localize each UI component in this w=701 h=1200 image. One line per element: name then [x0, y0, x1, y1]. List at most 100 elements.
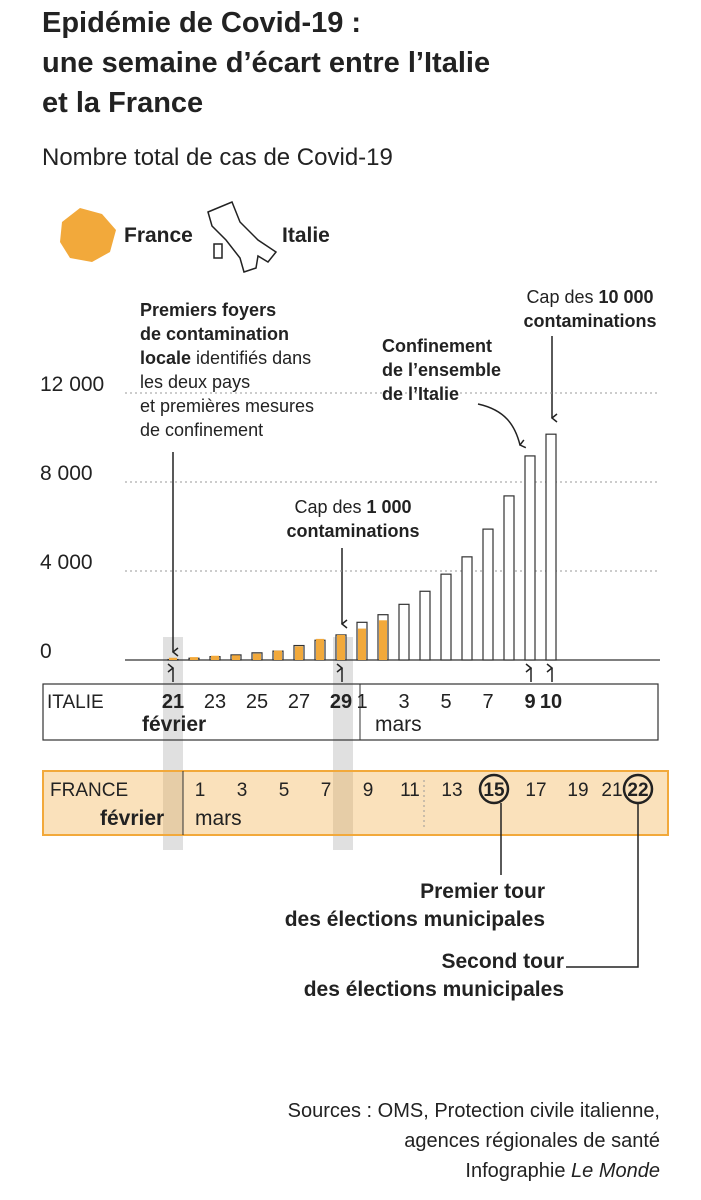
x-tick-label: 10: [540, 691, 562, 713]
axis-label: ITALIE: [47, 692, 104, 713]
y-tick-label: 12 000: [40, 373, 104, 396]
bar: [545, 433, 557, 661]
x-tick-label: 1: [195, 780, 206, 801]
annotation-segment: les deux pays: [140, 372, 250, 392]
annotation-line: et premières mesures: [140, 396, 314, 416]
france-axis-box: [42, 770, 669, 836]
italy-axis-box: [42, 683, 659, 741]
circle-marker: [478, 773, 510, 805]
france-map: [60, 208, 116, 262]
x-tick-label: 3: [237, 780, 248, 801]
bar: [316, 638, 324, 660]
annotation-line: Premiers foyers: [140, 300, 276, 320]
x-tick-label: 11: [400, 780, 420, 801]
leader-line: [566, 803, 639, 968]
bar: [398, 603, 410, 661]
x-tick-label: 22: [627, 780, 648, 801]
bar: [253, 653, 261, 660]
annotation-line: contaminations: [523, 311, 656, 331]
x-tick-label: 21: [162, 691, 184, 713]
arrows: [173, 336, 639, 968]
bar: [419, 590, 431, 661]
annotation-line: contaminations: [286, 521, 419, 541]
bar: [379, 620, 387, 660]
annotation-line: Sources : OMS, Protection civile italien…: [288, 1100, 660, 1122]
annotation-line: Cap des 10 000: [526, 287, 653, 307]
annotation-line: de confinement: [140, 420, 263, 440]
annotation-line: Second tour: [441, 950, 564, 973]
annotation-segment: des élections municipales: [304, 978, 564, 1001]
bar: [295, 646, 303, 660]
bar: [211, 655, 219, 660]
annotation-segment: 10 000: [598, 287, 653, 307]
annotation-line: de l’Italie: [382, 384, 459, 404]
legend-label: Italie: [282, 224, 330, 247]
annotation-segment: agences régionales de santé: [404, 1130, 660, 1152]
annotation-segment: contaminations: [286, 521, 419, 541]
x-tick-label: 5: [279, 780, 290, 801]
x-tick-label: 27: [288, 691, 310, 713]
y-tick-label: 0: [40, 640, 52, 663]
x-tick-label: 1: [356, 691, 367, 713]
y-tick-label: 4 000: [40, 551, 93, 574]
annotation-segment: Cap des: [294, 497, 366, 517]
axis-label: FRANCE: [50, 780, 128, 801]
x-tick-label: 7: [321, 780, 332, 801]
annotation-line: Infographie Le Monde: [465, 1160, 660, 1182]
x-tick-label: 29: [330, 691, 352, 713]
x-tick-label: 9: [363, 780, 374, 801]
circle-marker: [622, 773, 654, 805]
x-tick-label: 13: [441, 780, 462, 801]
annotation-line: des élections municipales: [285, 908, 545, 931]
x-tick-label: 15: [483, 780, 505, 801]
annotation-segment: et premières mesures: [140, 396, 314, 416]
annotation-line: Confinement: [382, 336, 492, 356]
x-tick-label: 19: [567, 780, 588, 801]
annotation-segment: Premiers foyers: [140, 300, 276, 320]
x-tick-label: 9: [524, 691, 535, 713]
annotation-segment: Sources : OMS, Protection civile italien…: [288, 1100, 660, 1122]
bar: [524, 455, 536, 661]
annotation-segment: Premier tour: [420, 880, 545, 903]
annotation-segment: 1 000: [367, 497, 412, 517]
annotation-segment: de confinement: [140, 420, 263, 440]
month-label: février: [100, 807, 164, 830]
title-line: et la France: [42, 87, 203, 119]
month-label: mars: [375, 713, 422, 736]
annotation-segment: des élections municipales: [285, 908, 545, 931]
highlight-band: [333, 637, 353, 850]
legend-label: France: [124, 224, 193, 247]
bar: [461, 556, 473, 661]
x-tick-label: 21: [601, 780, 622, 801]
bar: [440, 573, 452, 661]
bar: [274, 650, 282, 660]
month-label: mars: [195, 807, 242, 830]
y-tick-label: 8 000: [40, 462, 93, 485]
bar: [169, 657, 177, 660]
annotation-line: de l’ensemble: [382, 360, 501, 380]
title-line: Epidémie de Covid-19 :: [42, 7, 361, 39]
bar: [232, 655, 240, 660]
bar: [337, 634, 345, 660]
annotation-segment: Infographie: [465, 1160, 571, 1182]
annotation-segment: contaminations: [523, 311, 656, 331]
annotation-line: locale identifiés dans: [140, 348, 311, 368]
x-tick-label: 25: [246, 691, 268, 713]
bar: [358, 628, 366, 660]
x-tick-label: 5: [440, 691, 451, 713]
bar: [503, 495, 515, 661]
x-tick-label: 17: [525, 780, 546, 801]
x-tick-label: 3: [398, 691, 409, 713]
annotation-line: Premier tour: [420, 880, 545, 903]
x-tick-label: 7: [482, 691, 493, 713]
annotation-line: les deux pays: [140, 372, 250, 392]
annotation-segment: de contamination: [140, 324, 289, 344]
annotation-line: de contamination: [140, 324, 289, 344]
annotation-segment: de l’ensemble: [382, 360, 501, 380]
annotation-line: des élections municipales: [304, 978, 564, 1001]
annotation-segment: de l’Italie: [382, 384, 459, 404]
annotation-segment: Confinement: [382, 336, 492, 356]
arrow: [477, 403, 520, 445]
title-line: une semaine d’écart entre l’Italie: [42, 47, 490, 79]
